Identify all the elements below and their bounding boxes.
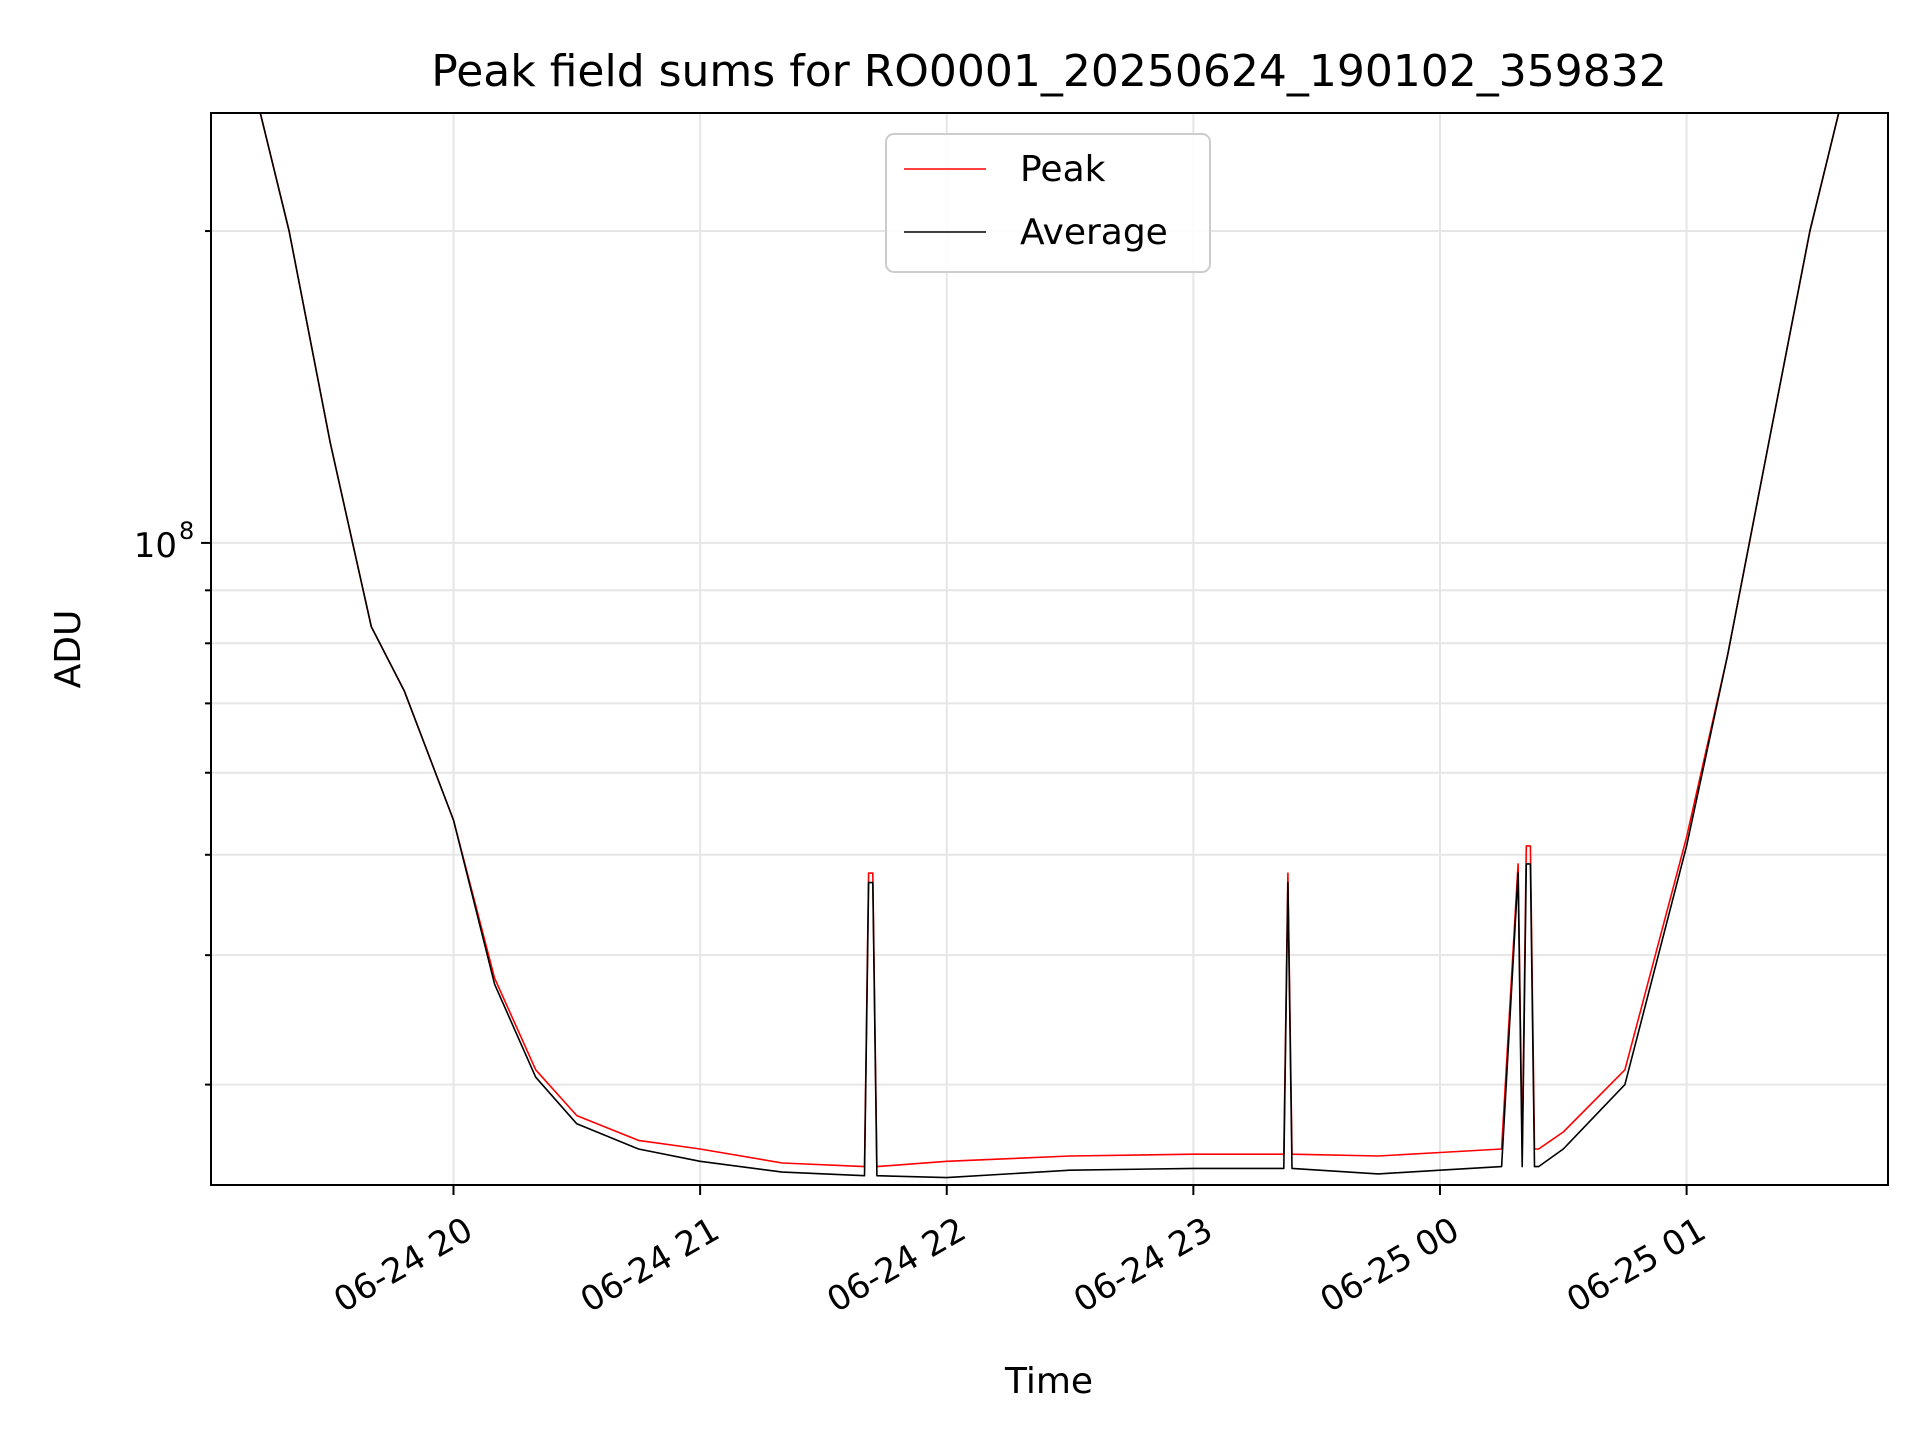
y-tick-label: 10 8 [134,517,195,566]
series-line-average [248,112,1851,1179]
y-axis-label: ADU [48,610,89,689]
legend-label-peak: Peak [1020,149,1106,190]
plot-frame [210,112,1889,1186]
x-axis-label: Time [1004,1361,1093,1402]
legend-label-average: Average [1020,212,1168,253]
legend: Peak Average [885,133,1211,273]
chart-title: Peak field sums for RO0001_20250624_1901… [431,46,1667,97]
y-tick-label-base: 10 [134,526,177,566]
series-layer [248,112,1851,1179]
y-tick-label-exponent: 8 [179,517,194,545]
